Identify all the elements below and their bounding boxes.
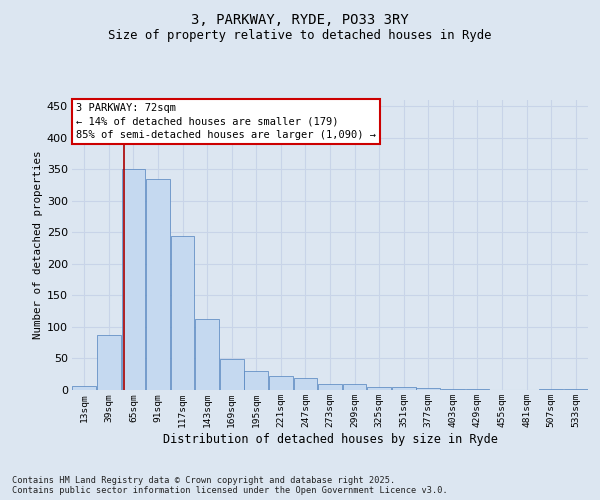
Bar: [146, 179, 170, 390]
Y-axis label: Number of detached properties: Number of detached properties: [32, 151, 43, 340]
Bar: [122, 170, 145, 390]
Bar: [170, 236, 194, 390]
Text: Contains HM Land Registry data © Crown copyright and database right 2025.
Contai: Contains HM Land Registry data © Crown c…: [12, 476, 448, 495]
Bar: [293, 378, 317, 390]
Bar: [416, 388, 440, 390]
Bar: [73, 386, 96, 390]
Bar: [97, 334, 121, 390]
Bar: [441, 388, 465, 390]
X-axis label: Distribution of detached houses by size in Ryde: Distribution of detached houses by size …: [163, 433, 497, 446]
Text: 3, PARKWAY, RYDE, PO33 3RY: 3, PARKWAY, RYDE, PO33 3RY: [191, 12, 409, 26]
Bar: [367, 387, 391, 390]
Text: Size of property relative to detached houses in Ryde: Size of property relative to detached ho…: [108, 29, 492, 42]
Bar: [244, 371, 268, 390]
Bar: [343, 384, 367, 390]
Bar: [318, 384, 342, 390]
Text: 3 PARKWAY: 72sqm
← 14% of detached houses are smaller (179)
85% of semi-detached: 3 PARKWAY: 72sqm ← 14% of detached house…: [76, 103, 376, 140]
Bar: [195, 320, 219, 390]
Bar: [392, 388, 416, 390]
Bar: [564, 388, 587, 390]
Bar: [269, 376, 293, 390]
Bar: [220, 359, 244, 390]
